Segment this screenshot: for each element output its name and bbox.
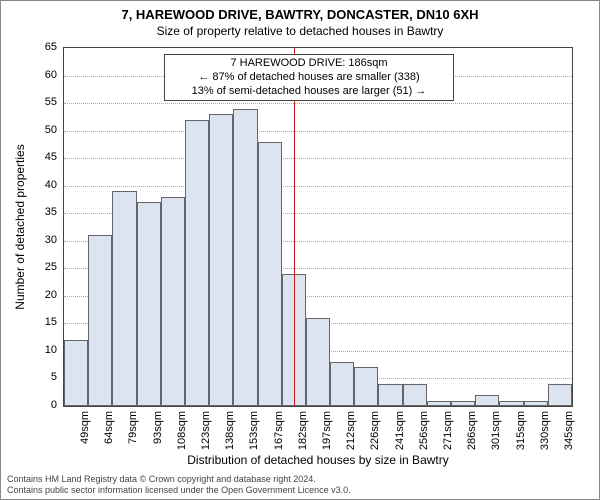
x-tick-label: 212sqm <box>345 411 357 450</box>
histogram-bar <box>233 109 257 406</box>
histogram-bar <box>330 362 354 406</box>
x-axis-label: Distribution of detached houses by size … <box>63 453 573 467</box>
histogram-bar <box>427 401 451 407</box>
x-tick-label: 64sqm <box>103 411 115 444</box>
chart-title-description: Size of property relative to detached ho… <box>1 22 599 38</box>
x-tick-label: 256sqm <box>418 411 430 450</box>
x-tick-label: 123sqm <box>200 411 212 450</box>
histogram-bar <box>499 401 523 407</box>
histogram-bar <box>403 384 427 406</box>
histogram-bar <box>161 197 185 406</box>
y-tick-label: 25 <box>27 261 57 273</box>
x-tick-label: 49sqm <box>79 411 91 444</box>
histogram-bar <box>64 340 88 406</box>
x-tick-label: 108sqm <box>176 411 188 450</box>
y-tick-label: 0 <box>27 399 57 411</box>
histogram-bar <box>258 142 282 406</box>
x-tick-label: 315sqm <box>515 411 527 450</box>
histogram-bar <box>209 114 233 406</box>
histogram-bar <box>524 401 548 407</box>
x-tick-label: 79sqm <box>127 411 139 444</box>
annotation-box: 7 HAREWOOD DRIVE: 186sqm← 87% of detache… <box>164 54 454 101</box>
x-tick-label: 241sqm <box>394 411 406 450</box>
y-tick-label: 5 <box>27 371 57 383</box>
histogram-bar <box>548 384 572 406</box>
x-tick-label: 226sqm <box>369 411 381 450</box>
annotation-line1: 7 HAREWOOD DRIVE: 186sqm <box>169 57 449 71</box>
footer-line1: Contains HM Land Registry data © Crown c… <box>7 474 351 484</box>
histogram-bar <box>185 120 209 406</box>
histogram-bar <box>112 191 136 406</box>
property-marker-line <box>294 48 295 406</box>
x-tick-label: 271sqm <box>442 411 454 450</box>
x-tick-label: 153sqm <box>248 411 260 450</box>
y-tick-label: 55 <box>27 96 57 108</box>
histogram-bar <box>378 384 402 406</box>
y-tick-label: 65 <box>27 41 57 53</box>
y-tick-label: 50 <box>27 124 57 136</box>
histogram-bar <box>137 202 161 406</box>
y-tick-label: 40 <box>27 179 57 191</box>
histogram-bar <box>475 395 499 406</box>
plot-area: 7 HAREWOOD DRIVE: 186sqm← 87% of detache… <box>63 47 573 407</box>
x-tick-label: 345sqm <box>563 411 575 450</box>
y-tick-label: 20 <box>27 289 57 301</box>
annotation-line3: 13% of semi-detached houses are larger (… <box>169 85 449 99</box>
y-tick-label: 60 <box>27 69 57 81</box>
x-tick-label: 138sqm <box>224 411 236 450</box>
y-tick-label: 45 <box>27 151 57 163</box>
annotation-line2: ← 87% of detached houses are smaller (33… <box>169 71 449 85</box>
footer-line2: Contains public sector information licen… <box>7 485 351 495</box>
x-tick-label: 167sqm <box>273 411 285 450</box>
x-tick-label: 330sqm <box>539 411 551 450</box>
x-tick-label: 93sqm <box>152 411 164 444</box>
x-tick-label: 301sqm <box>490 411 502 450</box>
gridline <box>64 103 572 104</box>
y-tick-label: 35 <box>27 206 57 218</box>
y-tick-label: 15 <box>27 316 57 328</box>
chart-container: 7, HAREWOOD DRIVE, BAWTRY, DONCASTER, DN… <box>0 0 600 500</box>
x-tick-label: 182sqm <box>297 411 309 450</box>
gridline <box>64 158 572 159</box>
y-axis-label: Number of detached properties <box>13 62 27 227</box>
gridline <box>64 186 572 187</box>
chart-title-address: 7, HAREWOOD DRIVE, BAWTRY, DONCASTER, DN… <box>1 1 599 22</box>
x-tick-label: 197sqm <box>321 411 333 450</box>
gridline <box>64 131 572 132</box>
y-tick-label: 10 <box>27 344 57 356</box>
histogram-bar <box>451 401 475 407</box>
footer-attribution: Contains HM Land Registry data © Crown c… <box>7 474 351 495</box>
histogram-bar <box>306 318 330 406</box>
x-tick-label: 286sqm <box>466 411 478 450</box>
histogram-bar <box>354 367 378 406</box>
histogram-bar <box>88 235 112 406</box>
y-tick-label: 30 <box>27 234 57 246</box>
